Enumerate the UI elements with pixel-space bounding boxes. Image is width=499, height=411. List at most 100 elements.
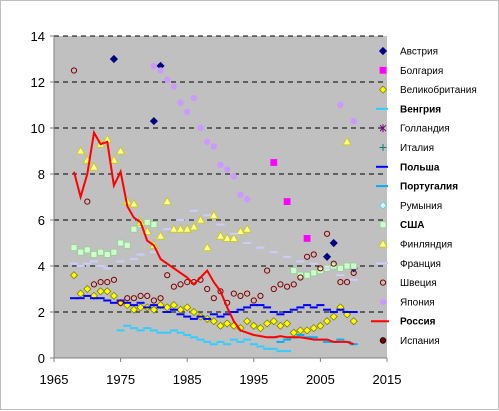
series-Швеция-point — [157, 295, 164, 302]
series-США-point — [310, 269, 318, 277]
series-США-point — [77, 248, 85, 256]
series-Финляндия-point — [115, 146, 126, 155]
series-Польша-point — [109, 301, 118, 304]
series-Венгрия-point — [229, 338, 238, 341]
series-Португалия-point — [296, 334, 305, 336]
series-Швеция-point — [150, 297, 157, 304]
y-tick-label: 2 — [38, 305, 45, 320]
series-Швеция-point — [117, 299, 124, 306]
series-Россия-line — [73, 129, 355, 346]
series-Финляндия-point — [342, 136, 352, 146]
series-Финляндия-point — [169, 224, 179, 233]
series-США-point — [117, 239, 124, 247]
plot-area — [54, 36, 387, 358]
series-Польша-point — [303, 304, 312, 307]
legend-item-Испания-label: Испания — [400, 336, 440, 347]
series-Великобритания-point — [76, 289, 85, 298]
series-Польша-point — [183, 315, 192, 318]
series-Польша-point — [249, 304, 258, 307]
series-Великобритания-point — [96, 287, 105, 296]
series-Польша-point — [216, 315, 225, 318]
series-Япония-point — [217, 161, 224, 168]
series-Швеция-point — [337, 279, 344, 286]
series-Франция-point — [229, 232, 238, 235]
series-Финляндия-point — [155, 231, 166, 240]
series-Швеция-point — [317, 265, 324, 272]
series-Австрия-point — [322, 252, 332, 261]
series-США-point — [70, 244, 78, 252]
series-Португалия-point — [323, 340, 332, 343]
series-Великобритания-point — [276, 321, 285, 330]
series-Великобритания-point — [309, 324, 318, 333]
series-США-point — [143, 218, 151, 226]
series-Польша-point — [76, 297, 85, 300]
series-Швеция-point — [350, 269, 357, 276]
series-Великобритания-point — [322, 317, 332, 326]
series-Япония-point — [230, 173, 238, 180]
series-США-point — [110, 248, 118, 256]
series-Швеция-point — [110, 276, 118, 283]
series-Швеция-point — [244, 290, 251, 297]
series-Франция-point — [69, 262, 78, 265]
series-Франция-point — [309, 262, 318, 265]
series-США-point — [350, 262, 358, 270]
y-tick-label: 12 — [31, 75, 45, 90]
series-Франция-point — [216, 223, 225, 226]
series-Великобритания-point — [129, 305, 138, 314]
series-Венгрия-point — [269, 347, 278, 350]
series-Финляндия-point — [162, 196, 172, 206]
series-Великобритания-point — [189, 307, 198, 317]
series-Швеция-point — [70, 67, 78, 74]
legend-item-Португалия-swatch — [376, 185, 388, 188]
legend-item-Италия-swatch — [379, 144, 387, 151]
legend-item-Япония-swatch — [379, 298, 387, 306]
series-Франция-point — [96, 265, 105, 267]
series-Япония-point — [210, 143, 218, 150]
series-Швеция-point — [137, 292, 144, 299]
series-Финляндия-point — [182, 224, 192, 233]
series-Великобритания-point — [349, 317, 358, 326]
series-Венгрия-point — [156, 331, 165, 334]
series-Япония-point — [150, 62, 158, 70]
legend-item-Великобритания-swatch — [378, 85, 388, 94]
series-США-point — [290, 267, 298, 275]
legend-item-Австрия-label: Австрия — [400, 47, 438, 58]
series-Финляндия-point — [109, 155, 119, 164]
series-Финляндия-point — [189, 222, 199, 231]
series-Португалия-point — [336, 338, 345, 341]
series-Австрия-point — [329, 238, 338, 248]
legend-item-Италия-label: Италия — [400, 143, 434, 154]
series-Финляндия-point — [75, 146, 86, 155]
legend-item-Великобритания-label: Великобритания — [400, 84, 477, 96]
series-Венгрия-point — [223, 343, 232, 346]
series-Венгрия-point — [149, 329, 158, 332]
series-Швеция-point — [343, 279, 351, 286]
series-Япония-point — [337, 101, 344, 109]
legend-item-Болгария-label: Болгария — [400, 66, 443, 77]
series-Великобритания-point — [243, 317, 252, 326]
series-Швеция-point — [330, 260, 337, 267]
series-США-point — [343, 262, 351, 270]
series-Польша-point — [203, 317, 212, 320]
series-Венгрия-point — [123, 324, 132, 327]
series-Венгрия-point — [143, 327, 152, 330]
series-Швеция-point — [97, 279, 104, 286]
series-Польша-point — [349, 311, 358, 313]
legend-item-Швеция-label: Швеция — [400, 278, 437, 289]
series-Франция-point — [103, 267, 112, 270]
series-Франция-point — [283, 255, 292, 258]
series-Польша-point — [163, 311, 172, 313]
series-Великобритания-point — [249, 321, 258, 330]
series-Финляндия-point — [235, 226, 246, 235]
series-Великобритания-point — [109, 291, 119, 300]
series-Великобритания-point — [223, 319, 232, 328]
series-Франция-point — [136, 253, 145, 256]
series-Польша-point — [343, 311, 352, 313]
x-tick-label: 1965 — [40, 372, 69, 387]
series-Венгрия-point — [169, 329, 178, 332]
series-Япония-point — [177, 99, 184, 106]
series-Франция-point — [349, 278, 358, 281]
y-tick-label: 8 — [38, 167, 45, 182]
series-Венгрия-point — [243, 338, 252, 341]
